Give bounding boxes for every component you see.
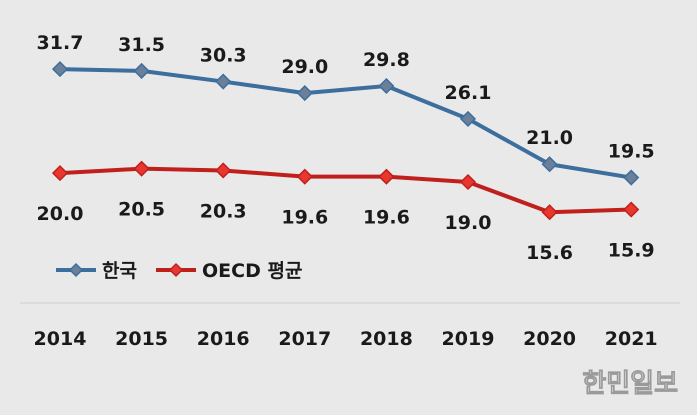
data-point-oecd: [296, 168, 313, 185]
data-label-oecd: 15.6: [526, 242, 573, 264]
x-axis-ticks: 2014 2015 2016 2017 2018 2019 2020 2021: [34, 328, 658, 350]
data-point-oecd: [541, 204, 558, 221]
data-label-oecd: 19.0: [445, 212, 492, 234]
legend-marker-oecd: [168, 262, 184, 278]
data-label-korea: 29.0: [281, 56, 328, 78]
data-point-korea: [296, 85, 313, 102]
series-line-korea: [59, 67, 632, 180]
data-point-oecd: [378, 168, 395, 185]
series-layer: 31.7 31.5 30.3 29.0 29.8 26.1 21.0 19.5 20.0 20.5…: [37, 32, 655, 264]
data-label-korea: 19.5: [608, 141, 655, 163]
legend-label-korea: 한국: [102, 260, 137, 282]
data-point-korea: [215, 73, 232, 90]
legend-label-oecd: OECD 평균: [202, 260, 302, 282]
x-tick-label: 2018: [360, 328, 413, 350]
x-tick-label: 2016: [197, 328, 250, 350]
data-label-oecd: 19.6: [281, 207, 328, 229]
legend-marker-korea: [68, 262, 84, 278]
data-point-oecd: [51, 165, 69, 182]
x-tick-label: 2017: [278, 328, 331, 350]
data-label-korea: 31.5: [118, 34, 165, 56]
data-point-oecd: [459, 173, 477, 191]
data-point-korea: [623, 169, 640, 186]
series-line-oecd: [59, 166, 632, 215]
data-point-korea: [133, 62, 150, 79]
x-tick-label: 2021: [605, 328, 658, 350]
data-label-korea: 29.8: [363, 49, 410, 71]
data-point-oecd: [623, 201, 640, 218]
data-label-oecd: 19.6: [363, 207, 410, 229]
x-tick-label: 2020: [523, 328, 576, 350]
data-point-korea: [541, 156, 558, 173]
data-label-oecd: 15.9: [608, 240, 655, 262]
data-label-oecd: 20.3: [200, 200, 247, 222]
data-label-oecd: 20.5: [118, 199, 165, 221]
data-label-korea: 30.3: [200, 45, 247, 67]
data-point-korea: [51, 61, 69, 78]
x-tick-label: 2015: [115, 328, 168, 350]
data-point-korea: [378, 77, 395, 95]
watermark-logo: 한민일보: [582, 369, 678, 399]
data-label-oecd: 20.0: [37, 203, 84, 225]
data-label-korea: 21.0: [526, 127, 573, 149]
x-tick-label: 2014: [34, 328, 87, 350]
legend: 한국 OECD 평균: [56, 260, 302, 282]
data-point-oecd: [215, 162, 232, 179]
data-point-korea: [459, 110, 477, 127]
data-point-oecd: [133, 160, 150, 177]
x-tick-label: 2019: [442, 328, 495, 350]
data-label-korea: 31.7: [37, 32, 84, 54]
data-label-korea: 26.1: [445, 82, 492, 104]
